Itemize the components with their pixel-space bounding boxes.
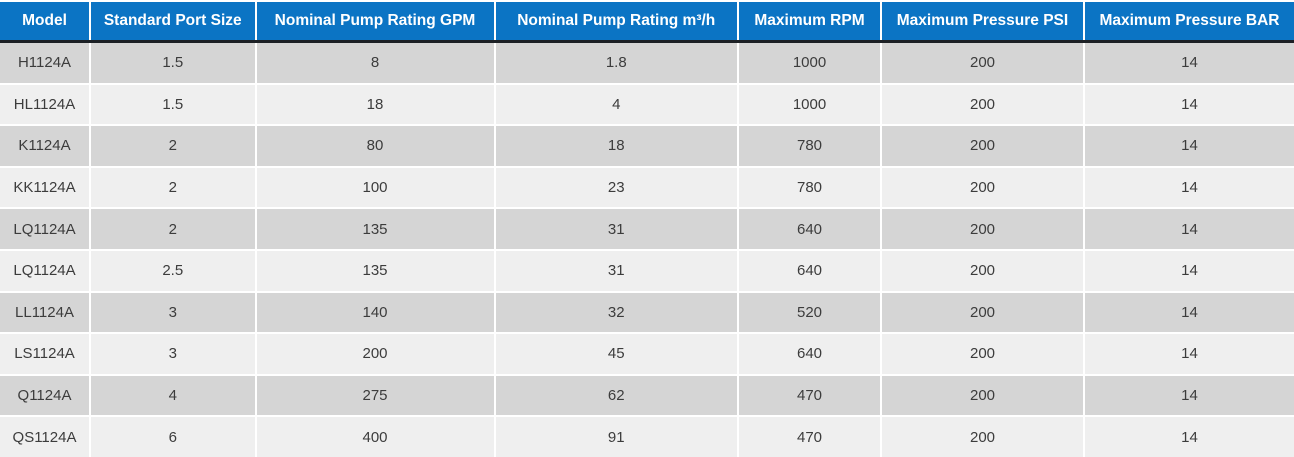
cell: 100 xyxy=(256,167,494,208)
model-cell: LL1124A xyxy=(0,292,89,333)
model-cell: QS1124A xyxy=(0,417,89,457)
model-cell: LQ1124A xyxy=(0,250,89,291)
model-cell: K1124A xyxy=(0,126,89,166)
cell: 3 xyxy=(91,334,255,374)
column-header-standard-port-size: Standard Port Size xyxy=(91,2,255,40)
cell: 400 xyxy=(256,417,494,457)
column-header-nominal-pump-rating-m-h: Nominal Pump Rating m³/h xyxy=(495,2,737,40)
table-row: LS1124A 3 200 45 640 200 14 xyxy=(0,334,1294,374)
cell: 135 xyxy=(256,209,494,249)
cell: 18 xyxy=(495,126,737,166)
cell: 275 xyxy=(256,375,494,416)
table-row: QS1124A 6 400 91 470 200 14 xyxy=(0,417,1294,457)
table-header-row: Model Standard Port Size Nominal Pump Rati… xyxy=(0,2,1294,40)
model-cell: Q1124A xyxy=(0,375,89,416)
cell: 780 xyxy=(739,167,880,208)
cell: 200 xyxy=(882,84,1083,125)
column-header-maximum-rpm: Maximum RPM xyxy=(739,2,880,40)
table-row: LL1124A 3 140 32 520 200 14 xyxy=(0,292,1294,333)
table-row: H1124A 1.5 8 1.8 1000 200 14 xyxy=(0,43,1294,83)
cell: 640 xyxy=(739,334,880,374)
table-row: LQ1124A 2.5 135 31 640 200 14 xyxy=(0,250,1294,291)
cell: 14 xyxy=(1085,43,1294,83)
cell: 8 xyxy=(256,43,494,83)
cell: 14 xyxy=(1085,167,1294,208)
cell: 140 xyxy=(256,292,494,333)
cell: 2 xyxy=(91,167,255,208)
table-row: HL1124A 1.5 18 4 1000 200 14 xyxy=(0,84,1294,125)
cell: 200 xyxy=(882,375,1083,416)
cell: 14 xyxy=(1085,126,1294,166)
cell: 45 xyxy=(495,334,737,374)
cell: 520 xyxy=(739,292,880,333)
model-cell: LS1124A xyxy=(0,334,89,374)
cell: 1.5 xyxy=(91,84,255,125)
cell: 200 xyxy=(882,334,1083,374)
table-row: K1124A 2 80 18 780 200 14 xyxy=(0,126,1294,166)
cell: 91 xyxy=(495,417,737,457)
cell: 2 xyxy=(91,209,255,249)
model-cell: KK1124A xyxy=(0,167,89,208)
table-row: LQ1124A 2 135 31 640 200 14 xyxy=(0,209,1294,249)
column-header-nominal-pump-rating-gpm: Nominal Pump Rating GPM xyxy=(256,2,494,40)
cell: 1.8 xyxy=(495,43,737,83)
header-divider xyxy=(0,40,1294,43)
cell: 2.5 xyxy=(91,250,255,291)
cell: 6 xyxy=(91,417,255,457)
cell: 23 xyxy=(495,167,737,208)
cell: 1000 xyxy=(739,84,880,125)
cell: 31 xyxy=(495,209,737,249)
model-cell: H1124A xyxy=(0,43,89,83)
cell: 4 xyxy=(91,375,255,416)
cell: 14 xyxy=(1085,84,1294,125)
cell: 200 xyxy=(882,209,1083,249)
model-cell: LQ1124A xyxy=(0,209,89,249)
cell: 470 xyxy=(739,375,880,416)
column-header-maximum-pressure-bar: Maximum Pressure BAR xyxy=(1085,2,1294,40)
cell: 18 xyxy=(256,84,494,125)
cell: 200 xyxy=(882,167,1083,208)
cell: 200 xyxy=(882,43,1083,83)
cell: 135 xyxy=(256,250,494,291)
table-body: H1124A 1.5 8 1.8 1000 200 14 HL1124A 1.5 18 4 1000 2… xyxy=(0,43,1294,457)
cell: 1.5 xyxy=(91,43,255,83)
column-header-maximum-pressure-psi: Maximum Pressure PSI xyxy=(882,2,1083,40)
cell: 2 xyxy=(91,126,255,166)
cell: 31 xyxy=(495,250,737,291)
cell: 14 xyxy=(1085,417,1294,457)
cell: 1000 xyxy=(739,43,880,83)
cell: 200 xyxy=(882,126,1083,166)
cell: 80 xyxy=(256,126,494,166)
cell: 200 xyxy=(882,292,1083,333)
cell: 640 xyxy=(739,250,880,291)
cell: 14 xyxy=(1085,250,1294,291)
cell: 200 xyxy=(882,417,1083,457)
cell: 640 xyxy=(739,209,880,249)
cell: 200 xyxy=(256,334,494,374)
cell: 14 xyxy=(1085,209,1294,249)
cell: 14 xyxy=(1085,375,1294,416)
column-header-model: Model xyxy=(0,2,89,40)
table-row: Q1124A 4 275 62 470 200 14 xyxy=(0,375,1294,416)
cell: 470 xyxy=(739,417,880,457)
cell: 14 xyxy=(1085,292,1294,333)
cell: 14 xyxy=(1085,334,1294,374)
model-cell: HL1124A xyxy=(0,84,89,125)
cell: 200 xyxy=(882,250,1083,291)
cell: 4 xyxy=(495,84,737,125)
cell: 3 xyxy=(91,292,255,333)
cell: 62 xyxy=(495,375,737,416)
table-row: KK1124A 2 100 23 780 200 14 xyxy=(0,167,1294,208)
cell: 780 xyxy=(739,126,880,166)
cell: 32 xyxy=(495,292,737,333)
